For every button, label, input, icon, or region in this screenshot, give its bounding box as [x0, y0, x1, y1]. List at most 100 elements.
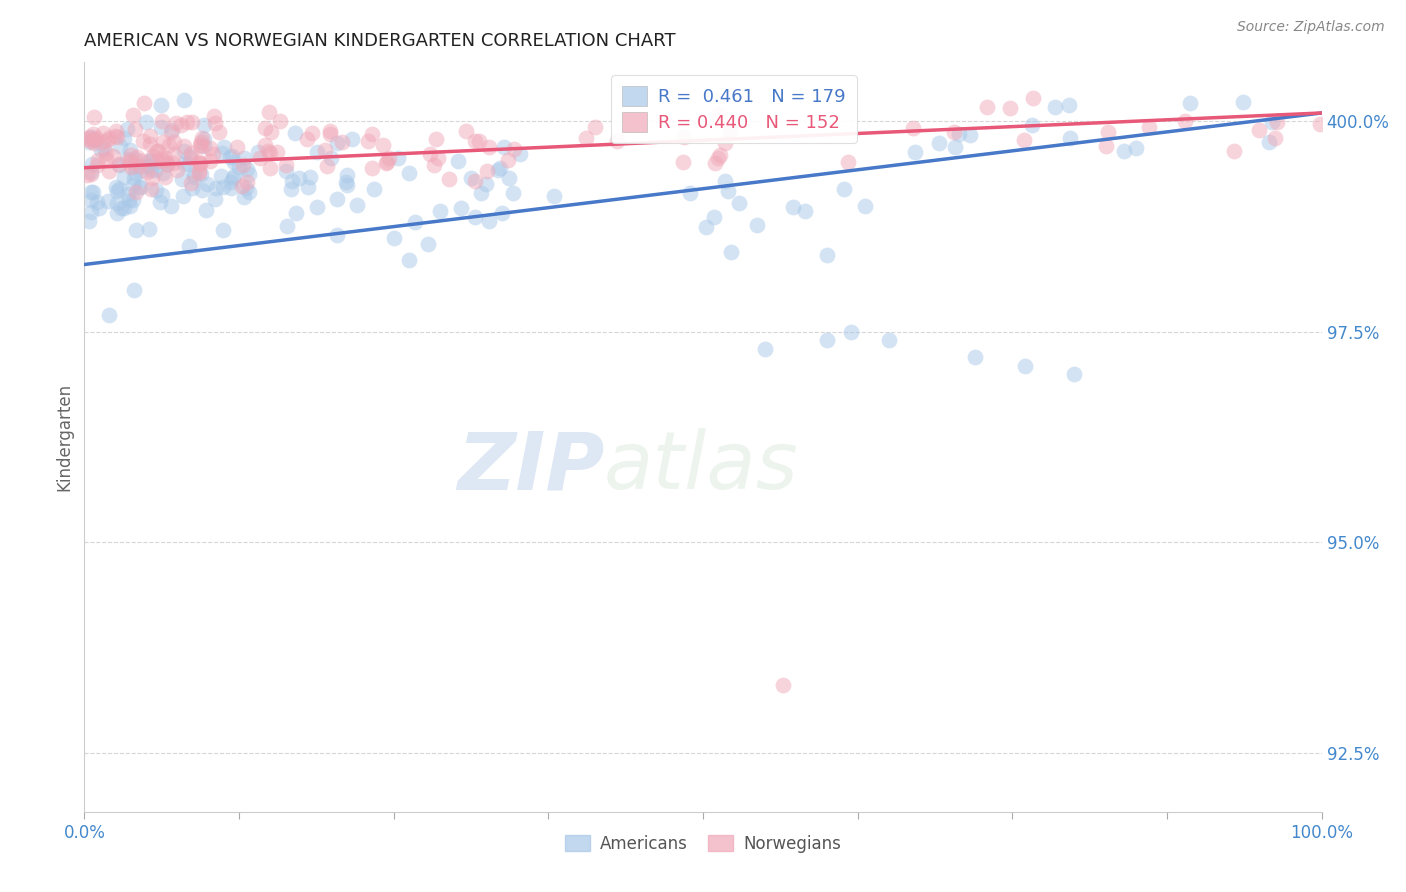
Point	[509, 147, 531, 161]
Point	[219, 180, 242, 194]
Point	[1232, 95, 1254, 109]
Point	[135, 165, 157, 179]
Point	[543, 189, 565, 203]
Point	[321, 151, 343, 165]
Point	[87, 153, 110, 167]
Point	[118, 153, 141, 167]
Point	[447, 154, 470, 169]
Point	[319, 127, 342, 141]
Point	[707, 108, 730, 122]
Point	[141, 154, 163, 169]
Point	[695, 220, 717, 235]
Point	[1063, 367, 1085, 381]
Point	[228, 161, 250, 175]
Point	[120, 147, 142, 161]
Point	[187, 166, 209, 180]
Point	[120, 156, 142, 170]
Point	[188, 156, 211, 170]
Y-axis label: Kindergarten: Kindergarten	[55, 383, 73, 491]
Point	[190, 138, 212, 153]
Point	[673, 130, 696, 145]
Point	[104, 124, 127, 138]
Point	[1249, 123, 1271, 137]
Point	[103, 149, 125, 163]
Point	[928, 136, 950, 150]
Point	[219, 176, 242, 190]
Point	[702, 211, 724, 225]
Point	[375, 155, 398, 169]
Point	[1137, 120, 1160, 134]
Point	[80, 134, 103, 148]
Point	[488, 162, 510, 177]
Point	[110, 202, 132, 216]
Point	[139, 129, 162, 144]
Point	[141, 171, 163, 186]
Point	[150, 151, 173, 165]
Point	[76, 168, 98, 182]
Point	[112, 169, 135, 184]
Point	[105, 184, 128, 198]
Point	[498, 170, 520, 185]
Point	[280, 182, 302, 196]
Point	[80, 185, 103, 199]
Point	[124, 121, 146, 136]
Point	[87, 201, 110, 215]
Point	[112, 131, 135, 145]
Point	[398, 166, 420, 180]
Point	[340, 132, 363, 146]
Point	[238, 167, 260, 181]
Point	[108, 182, 131, 196]
Point	[314, 143, 336, 157]
Point	[122, 178, 145, 193]
Point	[464, 210, 486, 224]
Point	[477, 213, 499, 227]
Point	[132, 134, 155, 148]
Legend: Americans, Norwegians: Americans, Norwegians	[558, 829, 848, 860]
Point	[153, 170, 176, 185]
Text: 0.0%: 0.0%	[63, 824, 105, 842]
Point	[224, 155, 246, 169]
Point	[198, 153, 221, 168]
Point	[720, 245, 742, 260]
Point	[254, 138, 277, 153]
Point	[815, 248, 838, 262]
Point	[131, 180, 153, 194]
Point	[83, 136, 105, 150]
Point	[274, 158, 297, 172]
Point	[575, 131, 598, 145]
Point	[172, 171, 194, 186]
Point	[124, 166, 146, 180]
Point	[125, 185, 148, 199]
Point	[714, 174, 737, 188]
Point	[475, 163, 498, 178]
Point	[225, 140, 247, 154]
Point	[120, 160, 142, 174]
Point	[163, 147, 186, 161]
Point	[1258, 136, 1281, 150]
Point	[236, 176, 259, 190]
Point	[1043, 101, 1066, 115]
Point	[117, 186, 139, 201]
Point	[976, 100, 998, 114]
Point	[149, 195, 172, 210]
Point	[139, 159, 162, 173]
Point	[138, 137, 160, 152]
Point	[1014, 133, 1036, 147]
Point	[159, 199, 181, 213]
Point	[75, 131, 97, 145]
Point	[160, 125, 183, 139]
Point	[1021, 118, 1043, 132]
Point	[965, 350, 987, 364]
Point	[194, 202, 217, 217]
Point	[193, 119, 215, 133]
Point	[419, 147, 441, 161]
Point	[672, 155, 695, 169]
Point	[77, 136, 100, 150]
Point	[150, 187, 173, 202]
Point	[191, 131, 214, 145]
Point	[489, 161, 512, 175]
Point	[82, 185, 104, 199]
Point	[754, 342, 776, 356]
Point	[125, 150, 148, 164]
Point	[1059, 98, 1081, 112]
